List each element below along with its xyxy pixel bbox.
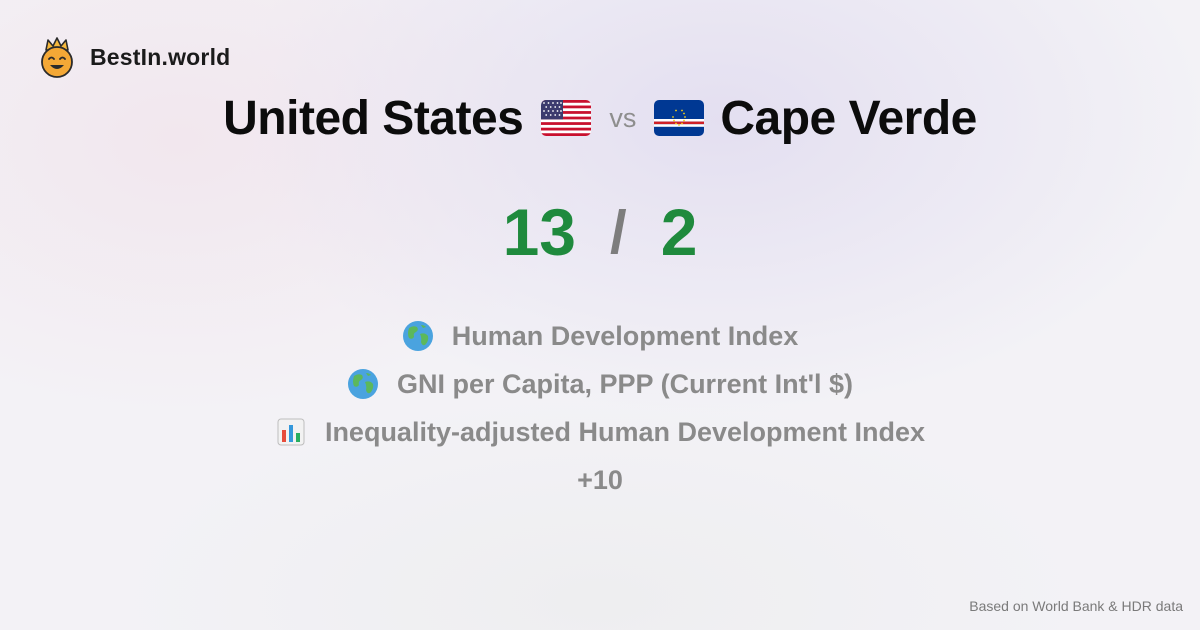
right-score: 2 [660, 195, 698, 269]
globe-icon [402, 321, 433, 351]
bar-chart-icon [277, 418, 305, 446]
comparison-title: United States vs Cape Verde [0, 88, 1200, 148]
score-row: 13 / 2 [0, 192, 1200, 272]
brand-name: BestIn.world [90, 43, 231, 70]
metric-item-gni: GNI per Capita, PPP (Current Int'l $) [347, 360, 853, 408]
metric-item-hdi: Human Development Index [402, 312, 799, 360]
cape-verde-flag-icon [654, 100, 705, 136]
right-country-name: Cape Verde [720, 91, 977, 145]
metric-label: GNI per Capita, PPP (Current Int'l $) [397, 368, 853, 399]
us-flag-icon [541, 100, 592, 136]
data-source-note: Based on World Bank & HDR data [969, 598, 1183, 614]
metric-item-ihdi: Inequality-adjusted Human Development In… [275, 408, 925, 456]
metric-list: Human Development Index GNI per Capita, … [0, 312, 1200, 504]
more-metrics-count: +10 [577, 464, 623, 495]
globe-icon [348, 369, 378, 399]
brand[interactable]: BestIn.world [38, 36, 230, 78]
left-country-name: United States [223, 91, 524, 145]
vs-label: vs [609, 102, 637, 133]
metric-label: Inequality-adjusted Human Development In… [324, 416, 926, 447]
smiling-crowned-face-icon [41, 37, 73, 78]
metric-label: Human Development Index [451, 320, 799, 351]
left-score: 13 [502, 195, 577, 269]
score-separator: / [610, 198, 627, 266]
